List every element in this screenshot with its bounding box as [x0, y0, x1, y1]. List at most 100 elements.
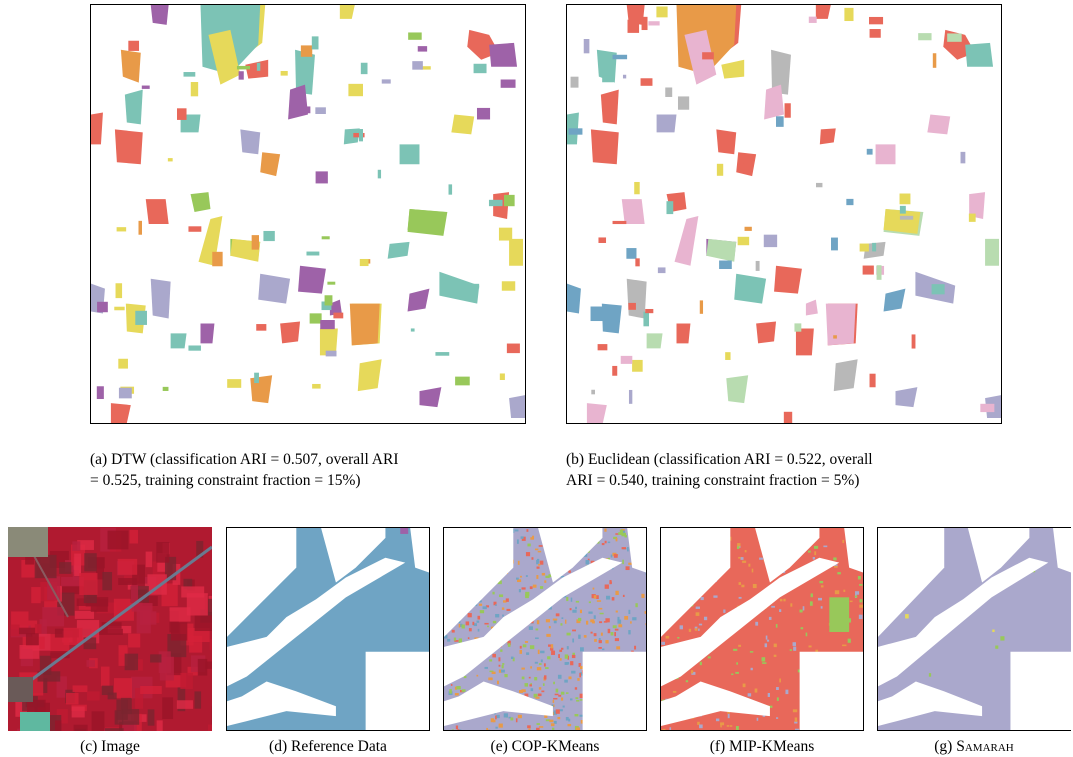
map-speckle	[834, 590, 840, 595]
map-parcel	[883, 209, 921, 234]
image-texture	[118, 578, 137, 585]
map-speckle	[571, 654, 576, 659]
map-patch	[783, 411, 793, 423]
map-patch	[360, 62, 368, 75]
map-speckle	[542, 683, 545, 686]
image-texture	[159, 656, 174, 681]
map-speckle	[522, 644, 527, 648]
map-patch	[321, 301, 332, 311]
map-parcel	[298, 265, 326, 294]
image-texture	[107, 692, 117, 700]
map-speckle	[641, 593, 645, 598]
map-speckle	[495, 604, 497, 606]
map-parcel	[250, 375, 273, 404]
map-speckle	[538, 563, 541, 566]
map-speckle	[565, 716, 569, 721]
map-speckle	[506, 608, 511, 611]
map-speckle	[625, 566, 630, 571]
map-speckle	[551, 650, 556, 655]
image-texture	[100, 666, 110, 687]
map-speckle	[478, 603, 483, 606]
map-parcel	[771, 49, 791, 95]
map-speckle	[500, 649, 503, 652]
map-patch	[116, 227, 127, 232]
map-speckle	[535, 696, 540, 699]
image-texture	[87, 691, 100, 701]
map-speckle	[520, 575, 522, 578]
map-speckle	[496, 714, 500, 719]
map-patch	[473, 63, 487, 74]
map-speckle	[502, 614, 504, 617]
map-speckle	[548, 644, 552, 647]
map-speckle	[842, 644, 847, 647]
map-speckle	[521, 689, 526, 693]
map-speckle	[740, 557, 744, 560]
caption-samarah-prefix: (g)	[934, 738, 957, 755]
map-speckle	[489, 670, 494, 673]
map-speckle	[496, 680, 499, 685]
map-speckle	[805, 632, 808, 637]
map-parcel	[875, 144, 896, 165]
caption-dtw-line1: (a) DTW (classification ARI = 0.507, ove…	[90, 451, 399, 468]
map-speckle	[627, 547, 629, 552]
map-patch	[980, 403, 995, 413]
map-speckle	[492, 620, 497, 624]
map-parcel	[819, 128, 836, 145]
caption-reference-data: (d) Reference Data	[269, 738, 387, 755]
image-texture	[209, 639, 212, 650]
map-speckle	[859, 583, 863, 586]
map-speckle	[812, 557, 815, 560]
map-patch	[725, 352, 731, 360]
map-speckle	[552, 618, 558, 621]
map-speckle	[476, 620, 480, 623]
map-speckle	[549, 719, 554, 723]
map-speckle	[500, 669, 505, 673]
map-speckle	[733, 648, 738, 651]
map-speckle	[546, 633, 551, 637]
map-parcel	[319, 328, 338, 356]
map-speckle	[557, 716, 561, 720]
map-speckle	[604, 540, 607, 544]
map-parcel	[245, 59, 269, 79]
map-speckle	[685, 680, 689, 683]
image-texture	[114, 710, 124, 725]
image-texture	[74, 553, 81, 577]
map-speckle	[510, 717, 514, 721]
map-patch	[763, 234, 778, 248]
map-speckle	[486, 727, 488, 730]
map-speckle	[792, 642, 796, 646]
map-speckle	[854, 595, 858, 598]
map-speckle	[792, 709, 798, 713]
map-patch	[869, 16, 884, 25]
map-speckle	[756, 717, 759, 721]
map-speckle	[536, 727, 540, 730]
map-patch	[628, 389, 633, 404]
map-speckle	[820, 585, 824, 588]
map-patch	[737, 236, 750, 246]
map-speckle	[521, 676, 525, 680]
map-speckle	[532, 584, 537, 588]
map-speckle	[519, 649, 523, 654]
map-speckle	[574, 687, 578, 690]
map-parcel	[339, 5, 355, 19]
map-speckle	[538, 545, 543, 547]
map-speckle	[624, 615, 629, 620]
map-speckle	[738, 556, 741, 559]
map-speckle	[536, 566, 540, 569]
map-speckle	[615, 533, 620, 535]
map-speckle	[539, 726, 544, 728]
samarah-panel	[877, 527, 1071, 731]
map-mask	[967, 528, 1030, 583]
map-speckle	[779, 609, 782, 613]
map-speckle	[505, 598, 509, 602]
map-patch	[297, 106, 311, 114]
image-texture	[61, 585, 85, 595]
map-speckle	[572, 638, 575, 643]
map-speckle	[565, 692, 569, 694]
map-speckle	[557, 674, 562, 679]
map-speckle	[455, 725, 459, 730]
image-texture	[145, 551, 153, 568]
map-speckle	[545, 575, 550, 578]
map-parcel	[965, 42, 994, 67]
map-parcel	[120, 49, 141, 83]
